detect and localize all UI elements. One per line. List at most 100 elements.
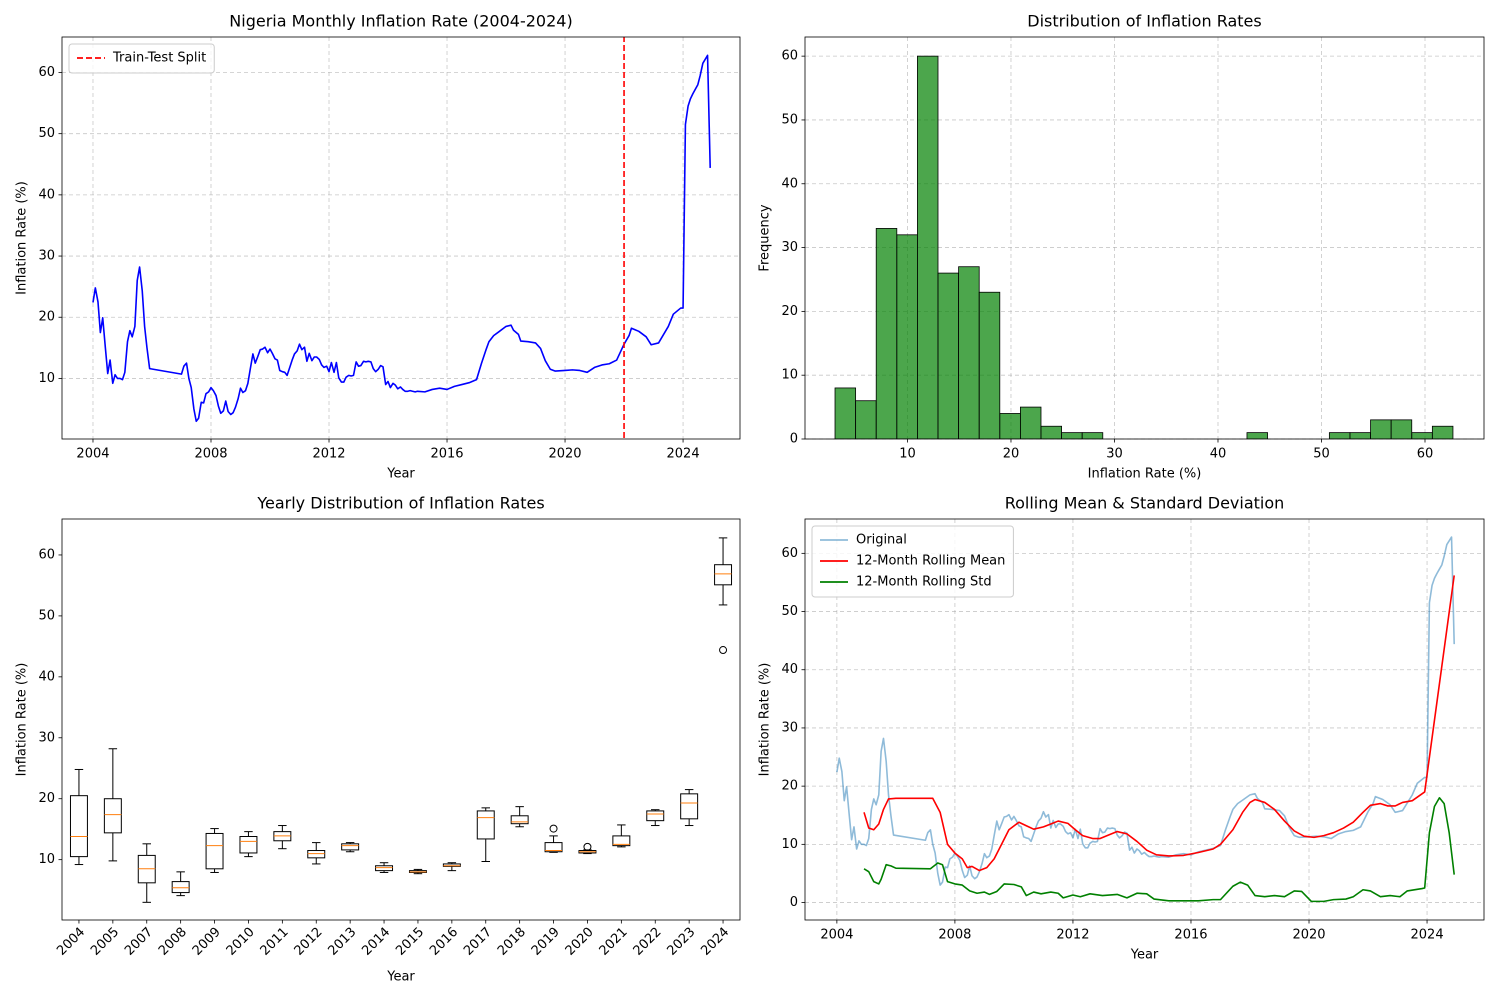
y-tick-label: 60 (781, 546, 798, 561)
y-tick-label: 30 (781, 240, 798, 255)
histogram-bar (1061, 432, 1083, 439)
x-tick-label: 10 (899, 447, 916, 462)
y-tick-label: 30 (38, 249, 55, 264)
y-tick-label: 40 (38, 669, 55, 684)
y-tick-label: 60 (38, 547, 55, 562)
histogram-bar (1019, 406, 1042, 439)
x-tick-label: 20 (1003, 447, 1020, 462)
x-tick-label: 30 (1106, 447, 1123, 462)
y-tick-label: 40 (38, 187, 55, 202)
box (239, 836, 258, 854)
plot-area (92, 37, 711, 439)
legend-label: Train-Test Split (112, 51, 206, 66)
box (103, 798, 122, 834)
histogram-bar (937, 272, 960, 439)
histogram-bar (1328, 432, 1351, 439)
box (476, 810, 495, 840)
x-tick-label: 2012 (1056, 928, 1089, 943)
box (205, 832, 224, 870)
x-tick-label: 2020 (548, 447, 581, 462)
panel: Distribution of Inflation Rates Inflation… (758, 12, 1485, 482)
box (69, 795, 88, 858)
histogram-bar (1370, 419, 1392, 439)
y-axis-label: Frequency (758, 204, 773, 271)
panel-title: Rolling Mean & Standard Deviation (1005, 494, 1285, 513)
histogram-bar (855, 400, 877, 439)
x-tick-label: 2008 (938, 928, 971, 943)
line-series (863, 796, 1455, 903)
x-tick-label: 2004 (820, 928, 853, 943)
box (341, 843, 360, 851)
box (442, 863, 461, 867)
box (171, 881, 190, 894)
box (612, 835, 631, 847)
legend-label: 12-Month Rolling Mean (856, 554, 1005, 569)
axes-frame (804, 518, 1485, 921)
histogram-bar (978, 291, 1001, 439)
x-tick-label: 2016 (430, 447, 463, 462)
panel: Rolling Mean & Standard Deviation Year Inf… (758, 494, 1485, 963)
box (544, 842, 563, 853)
y-axis-label: Inflation Rate (%) (15, 663, 30, 777)
axes-frame (61, 36, 741, 440)
histogram-bar (1349, 432, 1371, 439)
x-axis-label: Year (386, 970, 415, 985)
y-axis-label: Inflation Rate (%) (15, 181, 30, 295)
legend-label: 12-Month Rolling Std (856, 575, 992, 590)
panel-title: Yearly Distribution of Inflation Rates (256, 494, 544, 513)
y-tick-label: 0 (790, 895, 798, 910)
histogram-bar (1081, 432, 1104, 439)
box (680, 793, 699, 820)
y-tick-label: 20 (781, 779, 798, 794)
y-tick-label: 50 (781, 112, 798, 127)
x-axis-label: Year (1130, 948, 1159, 963)
box (375, 865, 394, 872)
y-tick-label: 60 (38, 65, 55, 80)
legend-label: Original (856, 533, 907, 548)
legend-box (811, 525, 1014, 598)
x-axis-label: Inflation Rate (%) (1088, 467, 1202, 482)
y-tick-label: 40 (781, 662, 798, 677)
y-tick-label: 20 (781, 304, 798, 319)
histogram-bar (1390, 419, 1413, 439)
x-tick-label: 2004 (76, 447, 109, 462)
panel: Nigeria Monthly Inflation Rate (2004-202… (15, 12, 741, 482)
legend-box (68, 43, 215, 74)
histogram-bar (999, 413, 1021, 439)
axes-frame (61, 518, 741, 921)
x-tick-label: 2008 (194, 447, 227, 462)
y-tick-label: 50 (38, 608, 55, 623)
y-tick-label: 10 (38, 852, 55, 867)
x-tick-label: 2012 (312, 447, 345, 462)
y-tick-label: 10 (781, 837, 798, 852)
histogram-bar (1040, 425, 1062, 439)
outlier (549, 824, 558, 833)
histogram-bar (875, 228, 898, 439)
y-tick-label: 60 (781, 49, 798, 64)
x-tick-label: 40 (1210, 447, 1227, 462)
line-series (863, 575, 1455, 872)
histogram-bar (1246, 432, 1268, 439)
y-tick-label: 20 (38, 791, 55, 806)
x-tick-label: 2020 (1292, 928, 1325, 943)
y-tick-label: 50 (38, 126, 55, 141)
box (307, 850, 326, 859)
outlier (719, 646, 728, 655)
y-axis-label: Inflation Rate (%) (758, 663, 773, 777)
line-series (92, 54, 711, 423)
box (510, 815, 529, 825)
x-tick-label: 60 (1417, 447, 1434, 462)
plot-area (834, 55, 1454, 439)
y-tick-label: 10 (781, 368, 798, 383)
y-tick-label: 30 (38, 730, 55, 745)
histogram-bar (1431, 425, 1454, 439)
plot-area (69, 537, 733, 903)
y-tick-label: 40 (781, 176, 798, 191)
y-tick-label: 30 (781, 720, 798, 735)
x-tick-label: 2016 (1174, 928, 1207, 943)
y-tick-label: 20 (38, 310, 55, 325)
x-tick-label: 2024 (1411, 928, 1444, 943)
